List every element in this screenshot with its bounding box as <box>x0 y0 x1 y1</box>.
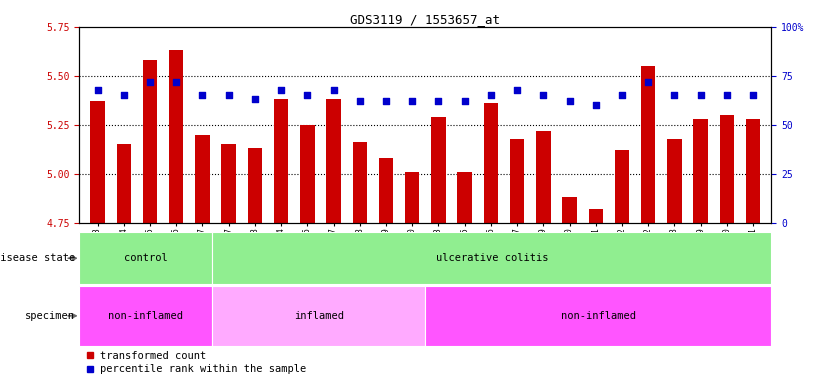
Point <box>169 79 183 85</box>
Bar <box>484 103 498 223</box>
Point <box>196 92 209 98</box>
Bar <box>615 150 629 223</box>
Point <box>485 92 498 98</box>
Point <box>274 86 288 93</box>
Point <box>589 102 602 108</box>
Bar <box>79 286 213 346</box>
Point <box>91 86 104 93</box>
Bar <box>248 148 262 223</box>
Bar <box>667 139 681 223</box>
Bar <box>693 119 708 223</box>
Point <box>641 79 655 85</box>
Bar <box>169 50 183 223</box>
Point <box>694 92 707 98</box>
Text: specimen: specimen <box>25 311 75 321</box>
Bar <box>90 101 105 223</box>
Text: control: control <box>124 253 168 263</box>
Point <box>668 92 681 98</box>
Bar <box>195 135 209 223</box>
Bar <box>274 99 289 223</box>
Title: GDS3119 / 1553657_at: GDS3119 / 1553657_at <box>350 13 500 26</box>
Point <box>143 79 157 85</box>
Bar <box>326 99 341 223</box>
Bar <box>589 209 603 223</box>
Bar <box>79 232 213 284</box>
Bar <box>720 115 734 223</box>
Point <box>432 98 445 104</box>
Bar <box>405 172 420 223</box>
Point <box>379 98 393 104</box>
Text: non-inflamed: non-inflamed <box>561 311 636 321</box>
Point <box>536 92 550 98</box>
Point <box>249 96 262 103</box>
Legend: transformed count, percentile rank within the sample: transformed count, percentile rank withi… <box>84 351 306 374</box>
Bar <box>641 66 656 223</box>
Point <box>458 98 471 104</box>
Bar <box>222 144 236 223</box>
Point <box>353 98 366 104</box>
Point <box>301 92 314 98</box>
Point <box>222 92 235 98</box>
Point <box>746 92 760 98</box>
Bar <box>353 142 367 223</box>
Point <box>117 92 130 98</box>
Bar <box>458 172 472 223</box>
Bar <box>536 131 550 223</box>
Bar <box>300 125 314 223</box>
Point <box>615 92 629 98</box>
Bar <box>431 117 445 223</box>
Bar <box>562 197 577 223</box>
Point <box>327 86 340 93</box>
Text: ulcerative colitis: ulcerative colitis <box>435 253 548 263</box>
Bar <box>213 286 425 346</box>
Bar <box>746 119 761 223</box>
Point <box>721 92 734 98</box>
Bar <box>213 232 771 284</box>
Bar <box>510 139 525 223</box>
Bar <box>117 144 131 223</box>
Bar <box>143 60 158 223</box>
Text: non-inflamed: non-inflamed <box>108 311 183 321</box>
Bar <box>379 158 393 223</box>
Text: disease state: disease state <box>0 253 75 263</box>
Text: inflamed: inflamed <box>294 311 344 321</box>
Point <box>563 98 576 104</box>
Point <box>510 86 524 93</box>
Point <box>405 98 419 104</box>
Bar <box>425 286 771 346</box>
